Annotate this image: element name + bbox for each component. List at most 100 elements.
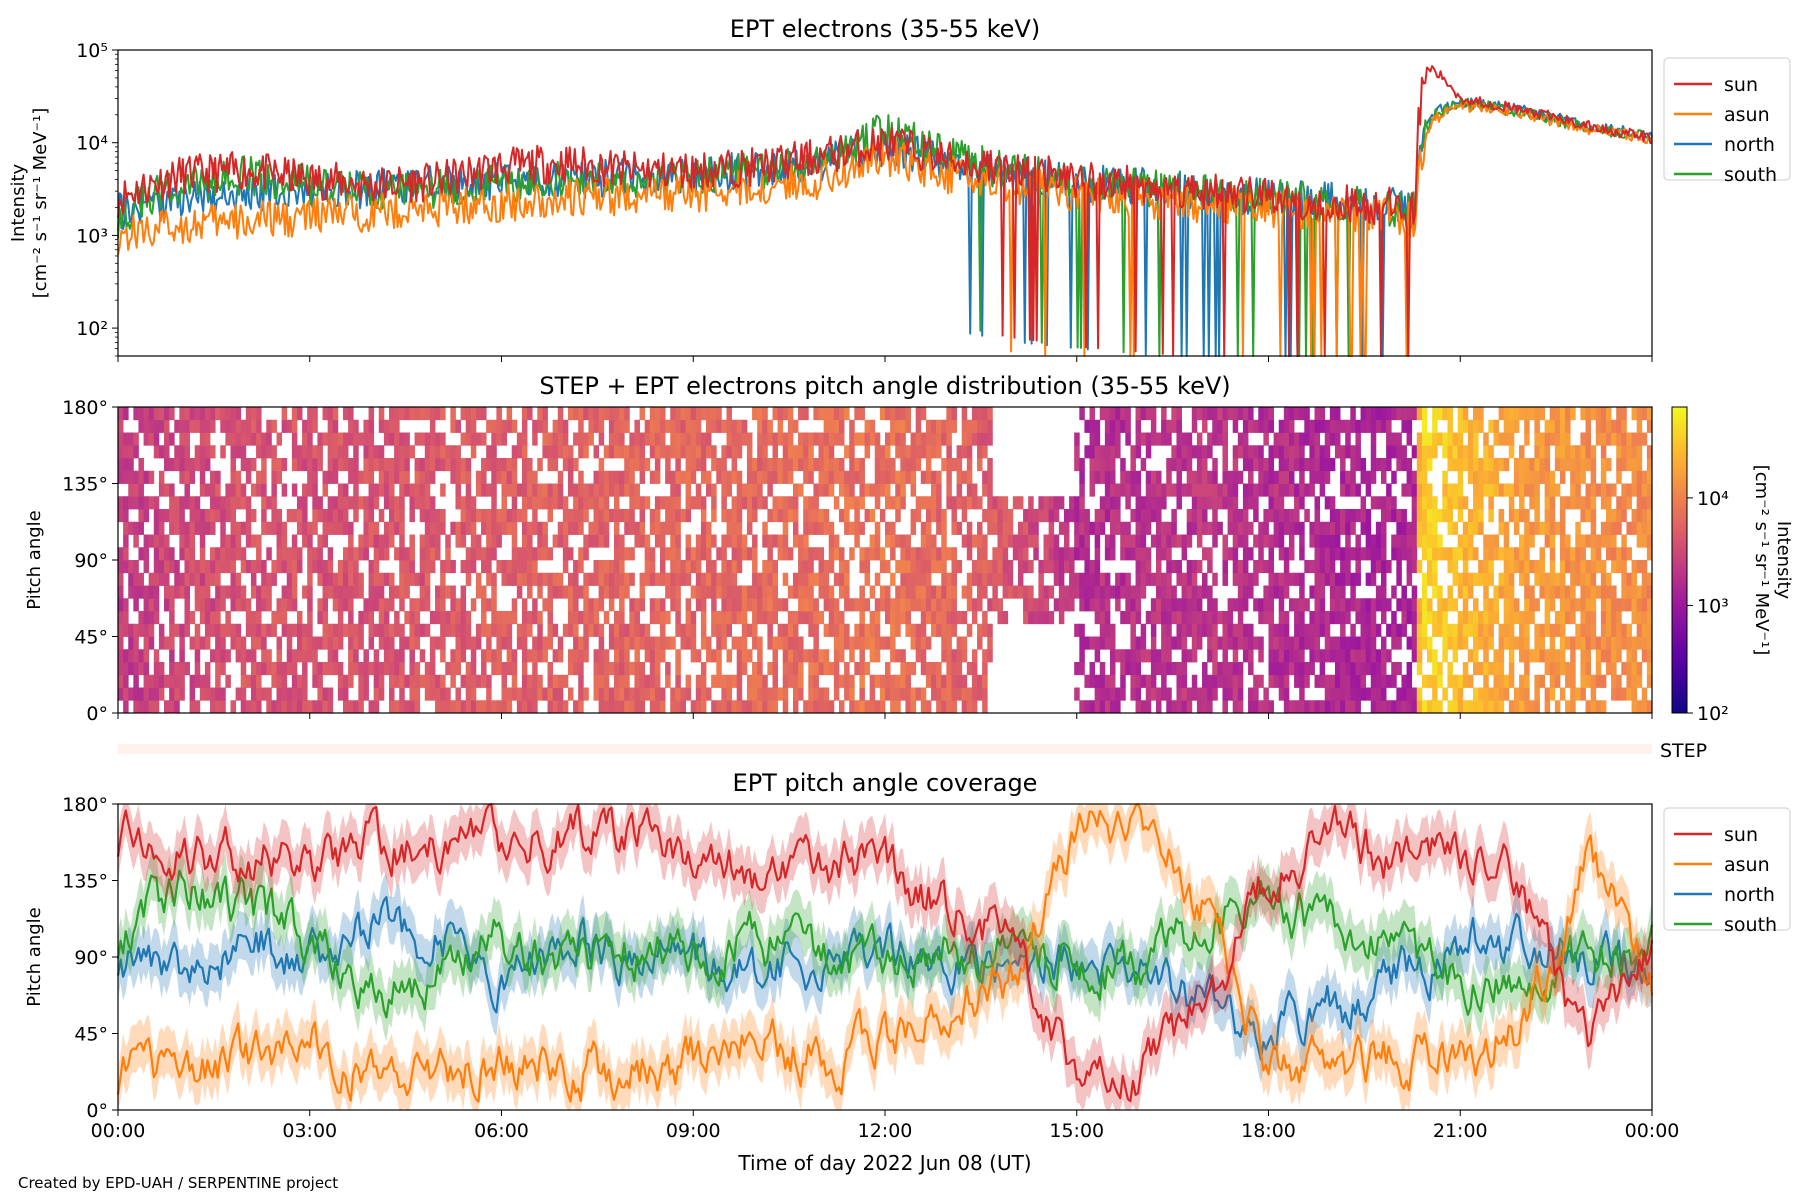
heatmap-cell — [619, 636, 625, 650]
heatmap-cell — [1120, 674, 1126, 688]
heatmap-cell — [787, 509, 794, 523]
heatmap-cell — [557, 470, 564, 484]
heatmap-cell — [1145, 547, 1152, 561]
heatmap-cell — [726, 432, 732, 446]
heatmap-cell — [1493, 687, 1499, 701]
heatmap-cell — [1360, 419, 1367, 433]
heatmap-cell — [613, 419, 620, 433]
heatmap-cell — [506, 509, 513, 523]
heatmap-cell — [332, 458, 339, 472]
heatmap-cell — [348, 419, 354, 433]
heatmap-cell — [1294, 432, 1300, 446]
heatmap-cell — [1524, 687, 1530, 701]
heatmap-cell — [890, 636, 896, 650]
heatmap-cell — [199, 687, 206, 701]
heatmap-cell — [1166, 611, 1172, 625]
heatmap-cell — [184, 458, 190, 472]
heatmap-cell — [885, 470, 891, 484]
heatmap-cell — [1554, 432, 1561, 446]
heatmap-cell — [1350, 458, 1356, 472]
heatmap-cell — [1406, 662, 1413, 676]
heatmap-cell — [327, 662, 334, 676]
heatmap-cell — [1549, 598, 1556, 612]
heatmap-cell — [1437, 585, 1443, 599]
heatmap-cell — [838, 611, 845, 625]
heatmap-cell — [261, 521, 267, 535]
heatmap-cell — [752, 585, 758, 599]
heatmap-cell — [1473, 649, 1479, 663]
heatmap-cell — [864, 560, 871, 574]
heatmap-cell — [1150, 598, 1157, 612]
heatmap-cell — [1462, 560, 1469, 574]
heatmap-cell — [204, 445, 211, 459]
heatmap-cell — [1161, 572, 1167, 586]
heatmap-cell — [639, 674, 646, 688]
heatmap-cell — [971, 700, 978, 714]
heatmap-cell — [864, 662, 871, 676]
heatmap-cell — [1401, 700, 1407, 714]
heatmap-cell — [557, 687, 564, 701]
heatmap-cell — [578, 560, 584, 574]
heatmap-cell — [1334, 547, 1341, 561]
heatmap-cell — [1237, 687, 1244, 701]
heatmap-cell — [1406, 419, 1413, 433]
heatmap-cell — [854, 534, 860, 548]
heatmap-cell — [496, 534, 502, 548]
heatmap-cell — [532, 419, 538, 433]
heatmap-cell — [281, 521, 288, 535]
heatmap-cell — [1503, 674, 1510, 688]
heatmap-cell — [864, 636, 871, 650]
heatmap-cell — [138, 611, 144, 625]
heatmap-cell — [874, 547, 881, 561]
heatmap-cell — [603, 496, 610, 510]
heatmap-cell — [455, 419, 461, 433]
heatmap-cell — [138, 407, 144, 421]
heatmap-cell — [823, 470, 830, 484]
heatmap-cell — [1140, 547, 1147, 561]
heatmap-cell — [1529, 458, 1535, 472]
heatmap-cell — [194, 419, 201, 433]
heatmap-cell — [1334, 662, 1341, 676]
heatmap-cell — [1248, 687, 1254, 701]
heatmap-cell — [547, 687, 554, 701]
heatmap-cell — [1345, 445, 1351, 459]
heatmap-cell — [332, 521, 339, 535]
heatmap-cell — [1283, 407, 1290, 421]
heatmap-cell — [885, 407, 891, 421]
heatmap-cell — [1605, 534, 1612, 548]
heatmap-cell — [982, 649, 988, 663]
heatmap-cell — [1493, 419, 1499, 433]
heatmap-cell — [593, 521, 600, 535]
heatmap-cell — [1447, 521, 1453, 535]
heatmap-cell — [854, 509, 860, 523]
heatmap-cell — [455, 649, 461, 663]
heatmap-cell — [961, 419, 968, 433]
heatmap-cell — [823, 649, 830, 663]
heatmap-cell — [276, 560, 283, 574]
heatmap-cell — [660, 521, 666, 535]
heatmap-cell — [920, 496, 927, 510]
heatmap-cell — [971, 649, 978, 663]
heatmap-cell — [562, 521, 569, 535]
heatmap-cell — [210, 572, 216, 586]
heatmap-cell — [1554, 521, 1561, 535]
heatmap-cell — [337, 509, 344, 523]
heatmap-cell — [813, 636, 819, 650]
heatmap-cell — [629, 458, 635, 472]
heatmap-cell — [1370, 636, 1377, 650]
heatmap-cell — [1094, 611, 1101, 625]
heatmap-cell — [1544, 432, 1551, 446]
heatmap-cell — [854, 407, 860, 421]
heatmap-cell — [644, 649, 651, 663]
heatmap-cell — [951, 649, 957, 663]
heatmap-cell — [1258, 636, 1264, 650]
heatmap-cell — [654, 458, 661, 472]
heatmap-cell — [465, 572, 472, 586]
heatmap-cell — [567, 649, 574, 663]
heatmap-cell — [516, 432, 523, 446]
heatmap-cell — [1161, 547, 1167, 561]
heatmap-cell — [813, 483, 819, 497]
heatmap-cell — [1595, 419, 1602, 433]
heatmap-cell — [1104, 572, 1111, 586]
heatmap-cell — [547, 662, 554, 676]
